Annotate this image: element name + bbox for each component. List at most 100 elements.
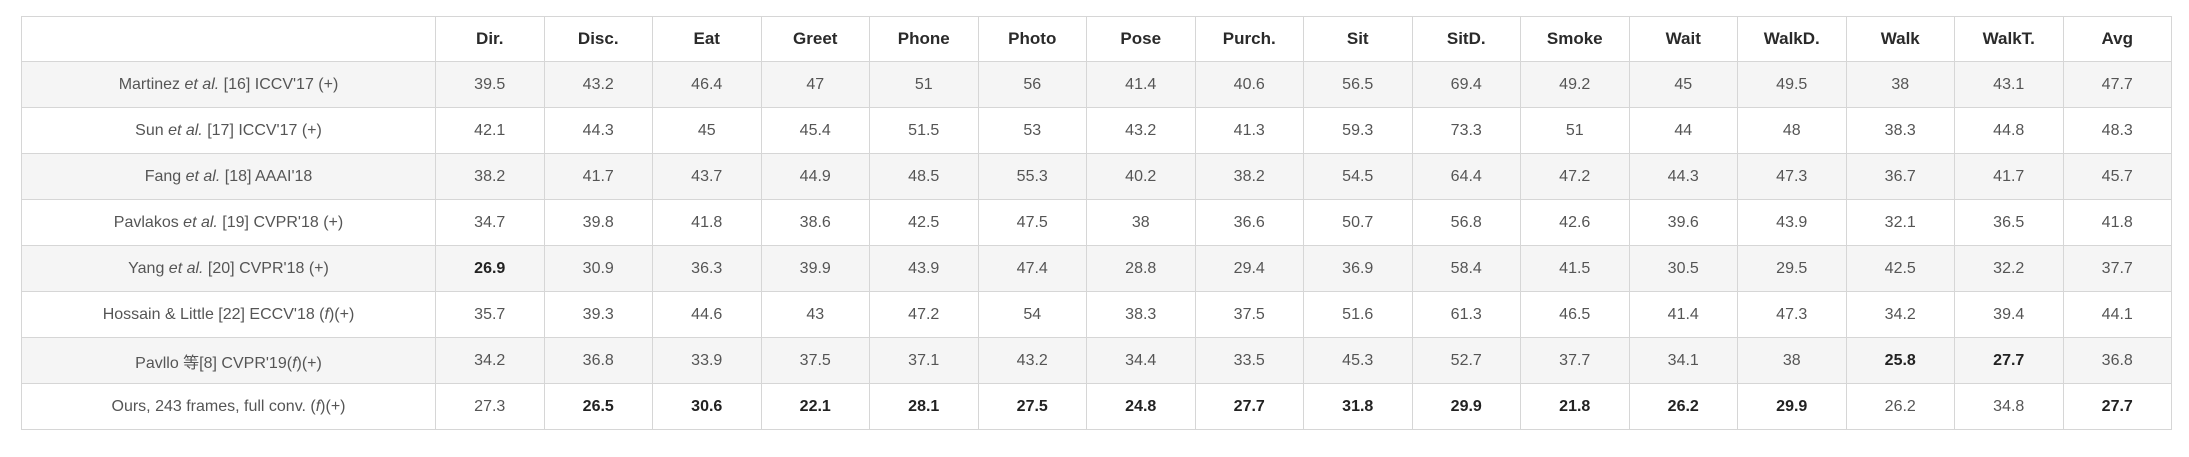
value-cell: 42.6 <box>1520 199 1630 246</box>
value-cell: 59.3 <box>1303 107 1413 154</box>
value-cell: 50.7 <box>1303 199 1413 246</box>
value-cell: 38.3 <box>1845 107 1955 154</box>
value-cell: 39.3 <box>543 291 653 338</box>
value-cell: 26.2 <box>1845 383 1955 430</box>
column-header: Smoke <box>1520 16 1630 62</box>
method-venue: [20] CVPR'18 (+) <box>203 259 329 277</box>
value-cell: 56.5 <box>1303 61 1413 108</box>
column-header: SitD. <box>1411 16 1521 62</box>
value-cell: 53 <box>977 107 1087 154</box>
value-cell: 56 <box>977 61 1087 108</box>
value-cell: 44.3 <box>543 107 653 154</box>
value-cell: 51.6 <box>1303 291 1413 338</box>
method-italic: et al. <box>184 75 220 93</box>
method-name: Yang <box>128 259 169 277</box>
table-row: Pavlakos et al. [19] CVPR'18 (+) 34.7 39.8… <box>21 199 2172 246</box>
method-name: Martinez <box>118 75 185 93</box>
value-cell: 33.5 <box>1194 337 1304 384</box>
value-cell: 52.7 <box>1411 337 1521 384</box>
value-cell: 41.8 <box>652 199 762 246</box>
value-cell: 36.6 <box>1194 199 1304 246</box>
value-cell: 51.5 <box>869 107 979 154</box>
value-cell: 55.3 <box>977 153 1087 200</box>
column-header: Phone <box>869 16 979 62</box>
value-cell: 45 <box>1628 61 1738 108</box>
method-cell: Hossain & Little [22] ECCV'18 (f)(+) <box>21 291 436 338</box>
method-cell: Fang et al. [18] AAAI'18 <box>21 153 436 200</box>
method-name: Fang <box>144 167 186 185</box>
value-cell: 36.5 <box>1954 199 2064 246</box>
value-cell: 38 <box>1086 199 1196 246</box>
table-row: Sun et al. [17] ICCV'17 (+) 42.1 44.3 45 45.… <box>21 107 2172 154</box>
value-cell-best: 30.6 <box>652 383 762 430</box>
value-cell: 47.2 <box>1520 153 1630 200</box>
value-cell: 38.2 <box>1194 153 1304 200</box>
value-cell: 34.2 <box>1845 291 1955 338</box>
method-cell: Sun et al. [17] ICCV'17 (+) <box>21 107 436 154</box>
value-cell: 40.6 <box>1194 61 1304 108</box>
value-cell: 43.1 <box>1954 61 2064 108</box>
column-header: Dir. <box>435 16 545 62</box>
value-cell: 47.3 <box>1737 153 1847 200</box>
value-cell: 48.3 <box>2062 107 2172 154</box>
column-header: Photo <box>977 16 1087 62</box>
column-header: Purch. <box>1194 16 1304 62</box>
value-cell: 35.7 <box>435 291 545 338</box>
value-cell: 48 <box>1737 107 1847 154</box>
value-cell: 47 <box>760 61 870 108</box>
value-cell: 49.5 <box>1737 61 1847 108</box>
value-cell: 36.3 <box>652 245 762 292</box>
value-cell: 42.5 <box>1845 245 1955 292</box>
value-cell: 43.9 <box>869 245 979 292</box>
column-header: WalkT. <box>1954 16 2064 62</box>
value-cell: 39.6 <box>1628 199 1738 246</box>
value-cell: 30.5 <box>1628 245 1738 292</box>
method-italic: et al. <box>185 167 221 185</box>
value-cell: 38.6 <box>760 199 870 246</box>
value-cell: 44.8 <box>1954 107 2064 154</box>
header-row: Dir. Disc. Eat Greet Phone Photo Pose Pu… <box>21 16 2172 62</box>
value-cell: 69.4 <box>1411 61 1521 108</box>
value-cell: 42.5 <box>869 199 979 246</box>
method-italic: et al. <box>183 213 218 231</box>
value-cell: 64.4 <box>1411 153 1521 200</box>
value-cell-best: 24.8 <box>1086 383 1196 430</box>
value-cell: 58.4 <box>1411 245 1521 292</box>
value-cell-best: 27.5 <box>977 383 1087 430</box>
value-cell: 30.9 <box>543 245 653 292</box>
value-cell: 41.4 <box>1086 61 1196 108</box>
value-cell: 41.3 <box>1194 107 1304 154</box>
value-cell: 54 <box>977 291 1087 338</box>
method-name: Pavllo 等[8] CVPR'19( <box>135 354 293 372</box>
value-cell: 47.3 <box>1737 291 1847 338</box>
value-cell-best: 29.9 <box>1737 383 1847 430</box>
value-cell: 36.7 <box>1845 153 1955 200</box>
value-cell: 41.7 <box>1954 153 2064 200</box>
value-cell: 40.2 <box>1086 153 1196 200</box>
value-cell: 47.5 <box>977 199 1087 246</box>
value-cell: 45.3 <box>1303 337 1413 384</box>
value-cell: 38 <box>1845 61 1955 108</box>
method-italic: et al. <box>168 259 204 277</box>
value-cell: 34.4 <box>1086 337 1196 384</box>
value-cell: 73.3 <box>1411 107 1521 154</box>
value-cell: 45 <box>652 107 762 154</box>
value-cell: 45.4 <box>760 107 870 154</box>
table-row: Martinez et al. [16] ICCV'17 (+) 39.5 43.2… <box>21 61 2172 108</box>
table-row: Pavllo 等[8] CVPR'19(f)(+) 34.2 36.8 33.9 37.… <box>21 337 2172 384</box>
value-cell: 44.3 <box>1628 153 1738 200</box>
value-cell-best: 28.1 <box>869 383 979 430</box>
value-cell: 43.9 <box>1737 199 1847 246</box>
value-cell: 37.5 <box>760 337 870 384</box>
table-row: Yang et al. [20] CVPR'18 (+) 26.9 30.9 36.3… <box>21 245 2172 292</box>
value-cell: 39.4 <box>1954 291 2064 338</box>
table-row: Hossain & Little [22] ECCV'18 (f)(+) 35.7… <box>21 291 2172 338</box>
column-header: Wait <box>1628 16 1738 62</box>
value-cell: 36.9 <box>1303 245 1413 292</box>
value-cell: 47.2 <box>869 291 979 338</box>
method-name: Hossain & Little [22] ECCV'18 ( <box>102 305 325 323</box>
value-cell: 32.1 <box>1845 199 1955 246</box>
value-cell: 34.2 <box>435 337 545 384</box>
value-cell: 39.8 <box>543 199 653 246</box>
value-cell: 41.5 <box>1520 245 1630 292</box>
